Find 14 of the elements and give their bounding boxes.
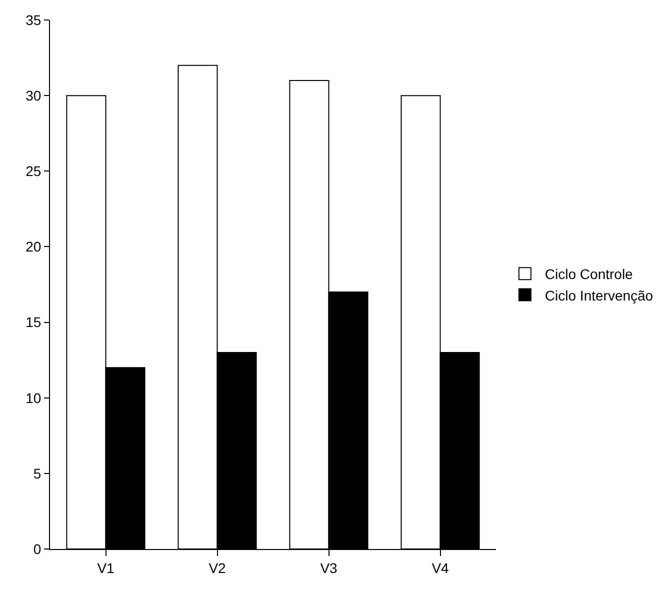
y-tick-label: 30 [26,87,42,104]
y-tick-label: 5 [33,465,42,482]
x-tick-label: V2 [208,560,226,576]
y-tick-label: 20 [26,238,42,255]
legend-label: Ciclo Intervenção [544,287,654,304]
y-tick-label: 0 [33,540,42,557]
y-tick-label: 25 [26,163,42,180]
y-tick-label: 15 [26,314,42,330]
y-tick-label: 10 [26,390,42,406]
x-tick-label: V4 [432,560,450,576]
y-tick-label: 35 [26,12,42,28]
x-tick-label: V1 [97,560,115,576]
legend-label: Ciclo Controle [544,266,634,282]
x-tick-label: V3 [320,560,338,576]
